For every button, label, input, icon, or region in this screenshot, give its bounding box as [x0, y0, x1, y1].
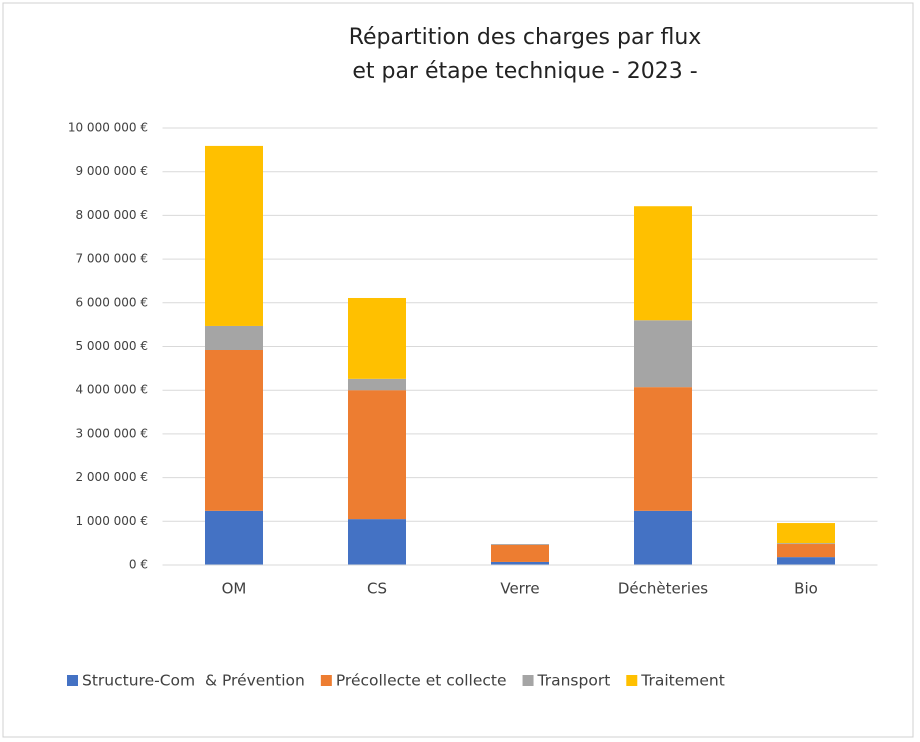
y-tick-label: 7 000 000 € [75, 252, 148, 266]
bar-segment [634, 320, 692, 388]
bar-segment [491, 544, 549, 562]
bar-segment [348, 390, 406, 520]
y-tick-label: 1 000 000 € [75, 514, 148, 528]
bar-segment [634, 510, 692, 565]
bar-segment [634, 206, 692, 321]
y-tick-label: 3 000 000 € [75, 426, 148, 440]
x-tick-label: Verre [500, 580, 539, 598]
bar-segment [348, 297, 406, 379]
chart-title: et par étape technique - 2023 - [352, 59, 697, 84]
bar-segment [205, 510, 263, 565]
y-tick-label: 9 000 000 € [75, 164, 148, 178]
x-tick-label: Bio [794, 580, 818, 598]
legend-swatch [522, 675, 534, 686]
bar-segment [777, 544, 835, 558]
bar-segment [491, 544, 549, 545]
bar-segment [205, 145, 263, 326]
y-tick-label: 8 000 000 € [75, 208, 148, 222]
y-tick-label: 10 000 000 € [68, 121, 148, 135]
bar-segment [777, 557, 835, 565]
y-tick-label: 6 000 000 € [75, 295, 148, 309]
chart-title: Répartition des charges par flux [349, 25, 702, 50]
legend-swatch [67, 675, 78, 686]
legend-label: Précollecte et collecte [336, 672, 507, 690]
bar-segment [348, 378, 406, 391]
legend-label: Traitement [640, 672, 725, 690]
x-tick-label: CS [367, 580, 387, 598]
bar-segment [491, 561, 549, 565]
legend-swatch [626, 675, 638, 686]
x-tick-label: OM [222, 580, 247, 598]
bar-segment [348, 519, 406, 565]
bar-segment [634, 387, 692, 511]
y-tick-label: 0 € [129, 558, 148, 572]
bar-segment [777, 523, 835, 544]
x-tick-label: Déchèteries [618, 580, 708, 598]
bar-segment [777, 543, 835, 545]
y-tick-label: 4 000 000 € [75, 383, 148, 397]
bar-segment [205, 325, 263, 350]
legend-label: Structure-Com & Prévention [82, 672, 305, 690]
legend-swatch [320, 675, 332, 686]
y-tick-label: 5 000 000 € [75, 339, 148, 353]
legend-label: Transport [537, 672, 611, 690]
bar-segment [205, 349, 263, 511]
y-tick-label: 2 000 000 € [75, 470, 148, 484]
